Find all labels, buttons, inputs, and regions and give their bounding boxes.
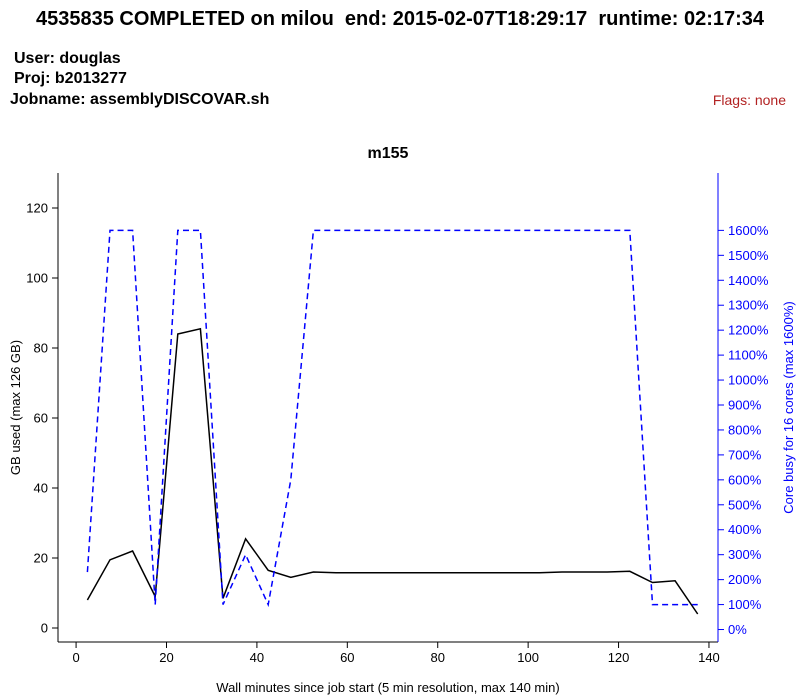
y2-tick-label: 1300% [728, 298, 769, 313]
y2-tick-label: 700% [728, 447, 762, 462]
cpu-usage-line [86, 229, 698, 608]
y2-tick-label: 200% [728, 572, 762, 587]
y-axis-label: GB used (max 126 GB) [8, 340, 23, 475]
chart-title: m155 [368, 145, 409, 162]
y-tick-label: 120 [26, 201, 48, 216]
memory-usage-line [86, 327, 699, 615]
y2-tick-label: 1200% [728, 323, 769, 338]
y-tick-label: 100 [26, 271, 48, 286]
y-tick-label: 80 [34, 341, 48, 356]
x-tick-label: 20 [159, 650, 173, 665]
x-axis-label: Wall minutes since job start (5 min reso… [216, 680, 559, 695]
x-tick-label: 120 [608, 650, 630, 665]
y2-tick-label: 1500% [728, 248, 769, 263]
x-tick-label: 60 [340, 650, 354, 665]
x-tick-label: 140 [698, 650, 720, 665]
y2-tick-label: 100% [728, 597, 762, 612]
y2-tick-label: 1000% [728, 373, 769, 388]
page-title: 4535835 COMPLETED on milou end: 2015-02-… [35, 8, 765, 30]
project-label: Proj: b2013277 [14, 70, 127, 87]
y2-tick-label: 1600% [728, 223, 769, 238]
y2-tick-label: 400% [728, 522, 762, 537]
x-tick-label: 100 [517, 650, 539, 665]
y-tick-label: 40 [34, 481, 48, 496]
y2-tick-label: 800% [728, 422, 762, 437]
y2-tick-label: 500% [728, 497, 762, 512]
y2-tick-label: 900% [728, 398, 762, 413]
y-tick-label: 0 [41, 621, 48, 636]
x-tick-label: 0 [72, 650, 79, 665]
y-tick-label: 60 [34, 411, 48, 426]
x-tick-label: 80 [430, 650, 444, 665]
user-label: User: douglas [14, 50, 121, 67]
flags-label: Flags: none [712, 92, 786, 108]
x-tick-label: 40 [250, 650, 264, 665]
jobname-label: Jobname: assemblyDISCOVAR.sh [10, 91, 270, 108]
y2-tick-label: 0% [728, 622, 747, 637]
y2-tick-label: 300% [728, 547, 762, 562]
y2-tick-label: 1100% [728, 348, 768, 363]
y2-tick-label: 1400% [728, 273, 769, 288]
y2-axis-label: Core busy for 16 cores (max 1600%) [781, 301, 796, 513]
y2-tick-label: 600% [728, 472, 762, 487]
y-tick-label: 20 [34, 551, 48, 566]
